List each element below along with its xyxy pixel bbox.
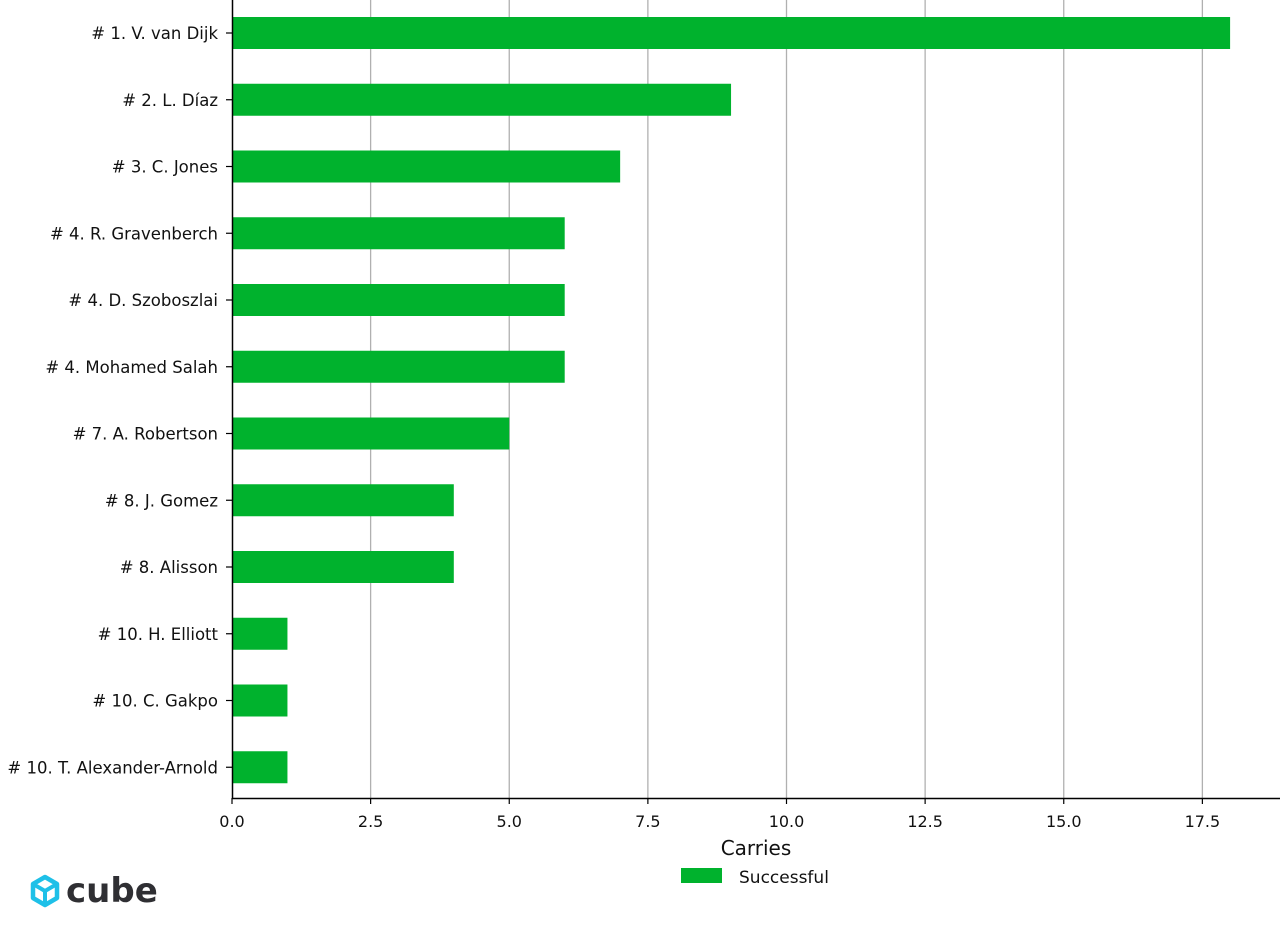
legend: Successful xyxy=(681,868,829,888)
y-category-label: # 10. H. Elliott xyxy=(98,625,219,644)
bar xyxy=(232,751,288,784)
grid-lines xyxy=(369,0,1204,798)
legend-swatch xyxy=(681,868,722,883)
y-category-label: # 4. Mohamed Salah xyxy=(45,358,218,377)
cube-logo: cube xyxy=(30,871,158,911)
legend-label-successful: Successful xyxy=(739,868,829,888)
x-axis-label: Carries xyxy=(721,836,792,860)
x-ticks: 0.0 2.5 5.0 7.5 10.0 12.5 15.0 17.5 xyxy=(219,798,1220,831)
y-category-label: # 10. C. Gakpo xyxy=(92,692,218,711)
y-category-label: # 4. D. Szoboszlai xyxy=(68,291,218,310)
x-tick-label: 17.5 xyxy=(1185,812,1221,831)
y-category-label: # 8. Alisson xyxy=(120,558,218,577)
bar xyxy=(232,617,288,650)
x-tick-label: 7.5 xyxy=(635,812,660,831)
y-category-label: # 1. V. van Dijk xyxy=(91,24,218,43)
bar xyxy=(232,83,732,116)
y-category-label: # 7. A. Robertson xyxy=(73,425,218,444)
x-tick-label: 15.0 xyxy=(1046,812,1082,831)
bars xyxy=(232,17,1231,784)
bar xyxy=(232,150,621,183)
bar xyxy=(232,417,510,450)
bar xyxy=(232,17,1231,49)
bar xyxy=(232,217,565,250)
y-category-label: # 3. C. Jones xyxy=(112,158,218,177)
x-tick-label: 10.0 xyxy=(769,812,805,831)
x-tick-label: 12.5 xyxy=(907,812,943,831)
bar xyxy=(232,551,454,583)
y-category-label: # 10. T. Alexander-Arnold xyxy=(7,758,218,777)
bar xyxy=(232,284,565,316)
logo-text: cube xyxy=(66,871,158,911)
axes xyxy=(231,0,1280,800)
bar xyxy=(232,350,565,383)
x-tick-label: 2.5 xyxy=(358,812,383,831)
cube-logo-icon xyxy=(30,874,60,908)
y-categories: # 1. V. van Dijk # 2. L. Díaz # 3. C. Jone… xyxy=(7,24,232,777)
y-category-label: # 2. L. Díaz xyxy=(122,91,218,110)
y-category-label: # 8. J. Gomez xyxy=(105,491,218,510)
x-tick-label: 0.0 xyxy=(219,812,244,831)
y-category-label: # 4. R. Gravenberch xyxy=(50,224,218,243)
bar xyxy=(232,684,288,717)
x-tick-label: 5.0 xyxy=(497,812,522,831)
bar xyxy=(232,484,454,517)
